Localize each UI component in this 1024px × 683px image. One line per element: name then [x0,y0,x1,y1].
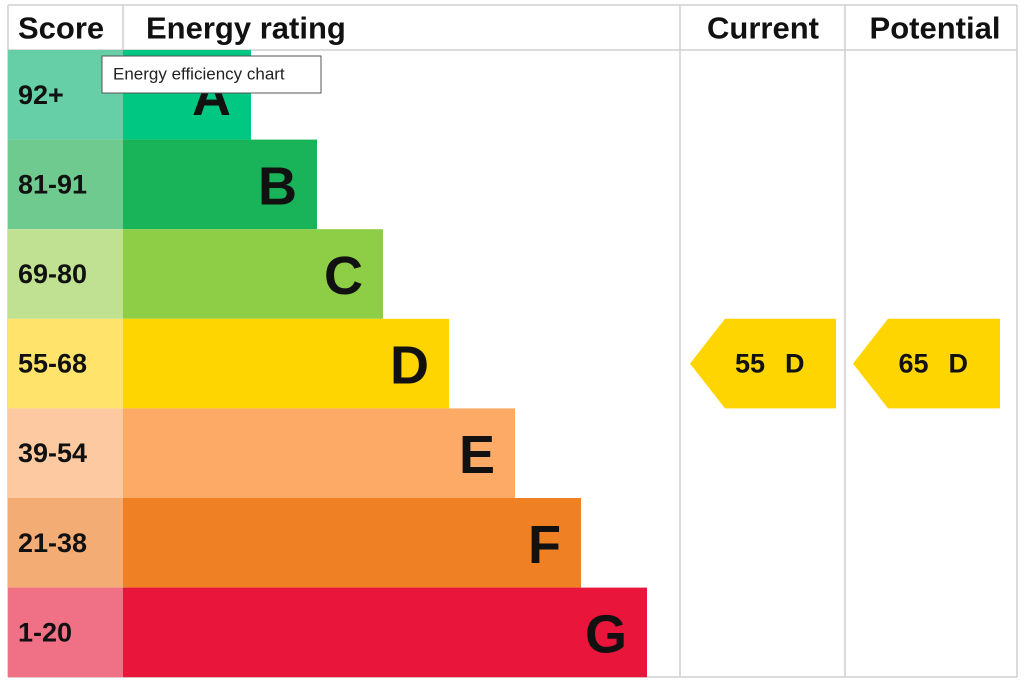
rating-letter: C [324,246,363,306]
rating-bar [123,139,317,230]
current-arrow [690,318,836,409]
potential-score: 65 [898,349,928,379]
current-band: D [785,349,805,379]
score-cell [8,408,123,498]
score-cell [8,229,123,319]
rating-letter: G [585,604,627,664]
score-label: 39-54 [18,438,87,468]
potential-band: D [949,349,969,379]
score-cell [8,318,123,409]
score-label: 21-38 [18,528,87,558]
score-label: 81-91 [18,169,87,199]
score-label: 1-20 [18,617,72,647]
rating-bar [123,229,383,319]
rating-header: Energy rating [146,11,346,46]
score-label: 92+ [18,80,64,110]
score-header: Score [18,11,104,46]
current-header: Current [707,11,819,46]
potential-header: Potential [870,11,1001,46]
rating-bar [123,408,515,498]
score-cell [8,587,123,678]
rating-bar [123,318,449,409]
rating-letter: B [258,156,297,216]
score-cell [8,498,123,588]
rating-bar [123,587,647,678]
potential-arrow [853,318,1000,409]
rating-letter: E [459,425,495,485]
score-cell [8,139,123,230]
rating-letter: F [528,515,561,575]
tooltip-text: Energy efficiency chart [113,65,285,84]
score-label: 55-68 [18,349,87,379]
current-score: 55 [735,349,765,379]
score-label: 69-80 [18,259,87,289]
rating-bar [123,498,581,588]
rating-letter: D [390,336,429,396]
tooltip-box [101,55,322,94]
